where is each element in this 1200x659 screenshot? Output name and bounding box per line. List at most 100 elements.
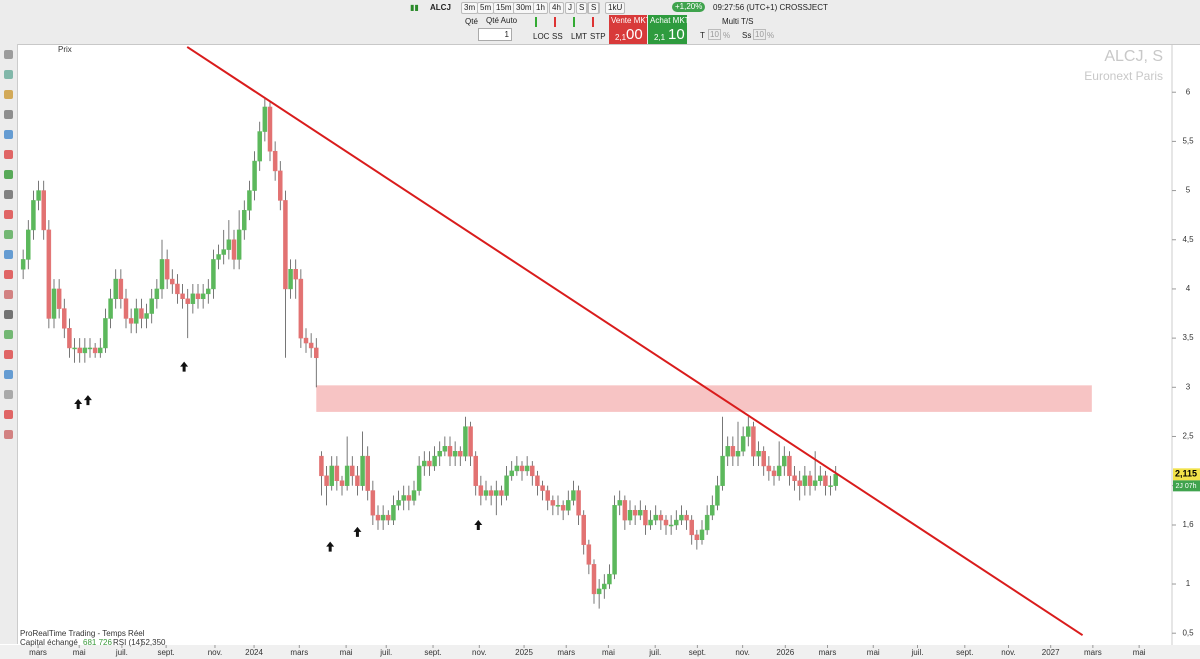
tool-icon[interactable]	[4, 130, 13, 139]
candle-body	[725, 446, 730, 457]
tool-icon[interactable]	[4, 390, 13, 399]
candle-body	[67, 328, 72, 349]
tool-icon[interactable]	[4, 350, 13, 359]
x-tick-label: juil.	[910, 648, 923, 657]
tool-icon[interactable]	[4, 50, 13, 59]
candle-body	[776, 465, 782, 477]
candle-body	[375, 514, 381, 521]
tool-icon[interactable]	[4, 410, 13, 419]
footer: ProRealTime Trading - Temps Réel	[20, 629, 145, 638]
candle-body	[416, 465, 422, 491]
candle-body	[674, 519, 679, 526]
candle-body	[473, 455, 478, 486]
buy-button[interactable]: Achat MKT 2,1 10	[648, 15, 690, 44]
order-icon[interactable]	[554, 17, 566, 27]
period-button[interactable]: 1h	[533, 2, 548, 14]
order-type[interactable]: STP	[590, 32, 606, 41]
candle-body	[221, 249, 226, 255]
order-icon[interactable]	[535, 17, 547, 27]
period-type[interactable]: S	[588, 2, 600, 14]
candle-body	[242, 209, 247, 231]
multi[interactable]: Multi T/S	[722, 17, 754, 26]
tool-icon[interactable]	[4, 430, 13, 439]
x-tick-label: sept.	[956, 648, 973, 657]
tool-icon[interactable]	[4, 290, 13, 299]
tool-icon[interactable]	[4, 310, 13, 319]
period-button[interactable]: J	[565, 2, 575, 14]
tool-icon[interactable]	[4, 330, 13, 339]
candle-body	[632, 509, 638, 516]
tool-icon[interactable]	[4, 90, 13, 99]
candle-body	[787, 455, 792, 477]
tool-icon[interactable]	[4, 110, 13, 119]
period-button[interactable]: S	[576, 2, 588, 14]
ss-label[interactable]: Ss	[742, 31, 752, 40]
candle-body	[36, 190, 41, 201]
candle-body	[252, 160, 257, 191]
candle-body	[560, 505, 566, 511]
ss-unit: %	[767, 31, 775, 40]
candle-body	[499, 490, 504, 496]
tool-icon[interactable]	[4, 190, 13, 199]
y-tick-label: 5	[1186, 186, 1191, 195]
x-tick-label: sept.	[689, 648, 706, 657]
order-icon[interactable]	[573, 17, 585, 27]
tool-icon[interactable]	[4, 230, 13, 239]
candle-body	[442, 446, 448, 452]
candle-body	[653, 514, 658, 521]
candle-body	[20, 259, 26, 270]
buy-label: Achat MKT	[650, 16, 690, 25]
left-toolbar	[0, 44, 18, 644]
ss-value[interactable]: 10	[753, 29, 766, 40]
candle-body	[365, 455, 370, 491]
order-type[interactable]: LOC	[533, 32, 550, 41]
candle-body	[87, 347, 93, 350]
tool-icon[interactable]	[4, 250, 13, 259]
x-axis-band	[0, 645, 1200, 659]
period-button[interactable]: 5m	[477, 2, 495, 14]
candle-body	[699, 529, 705, 541]
order-icon[interactable]	[592, 17, 604, 27]
t-value[interactable]: 10	[708, 29, 721, 40]
tool-icon[interactable]	[4, 170, 13, 179]
change: +1,20%	[672, 2, 706, 12]
candle-body	[761, 450, 766, 467]
qty-input[interactable]: 1	[478, 28, 512, 41]
t-label[interactable]: T	[700, 31, 705, 40]
candle-body	[792, 475, 797, 481]
candle-body	[113, 278, 118, 300]
candle-body	[540, 485, 545, 491]
tool-icon[interactable]	[4, 210, 13, 219]
candle-body	[504, 475, 509, 496]
t-unit: %	[723, 31, 731, 40]
candle-body	[735, 450, 741, 457]
candle-body	[319, 455, 324, 477]
tool-icon[interactable]	[4, 70, 13, 79]
sell-button[interactable]: Vente MKT 2,1 00	[609, 15, 651, 44]
candle-body	[488, 490, 494, 496]
order-type[interactable]: LMT	[571, 32, 587, 41]
candle-body	[386, 514, 391, 521]
candle-body	[262, 106, 268, 132]
qty-auto[interactable]: Qté Auto	[486, 16, 518, 25]
candle-body	[530, 465, 535, 477]
period-button[interactable]: 4h	[549, 2, 564, 14]
tool-icon[interactable]	[4, 270, 13, 279]
candle-body	[704, 514, 710, 531]
candle-body	[303, 337, 309, 344]
candle-body	[283, 200, 288, 290]
tool-icon[interactable]	[4, 370, 13, 379]
y-tick-label: 6	[1186, 87, 1191, 96]
tool-icon[interactable]	[4, 150, 13, 159]
units[interactable]: 1kU	[605, 2, 626, 14]
plot-area	[18, 45, 1172, 645]
candle-body	[339, 480, 345, 486]
x-tick-label: 2025	[515, 648, 533, 657]
candle-body	[612, 505, 617, 575]
candle-body	[663, 519, 669, 526]
symbol[interactable]: ALCJ	[430, 3, 451, 12]
order-type[interactable]: SS	[552, 32, 563, 41]
candle-body	[766, 465, 772, 472]
candle-body	[62, 308, 67, 329]
up-arrow	[83, 395, 92, 406]
